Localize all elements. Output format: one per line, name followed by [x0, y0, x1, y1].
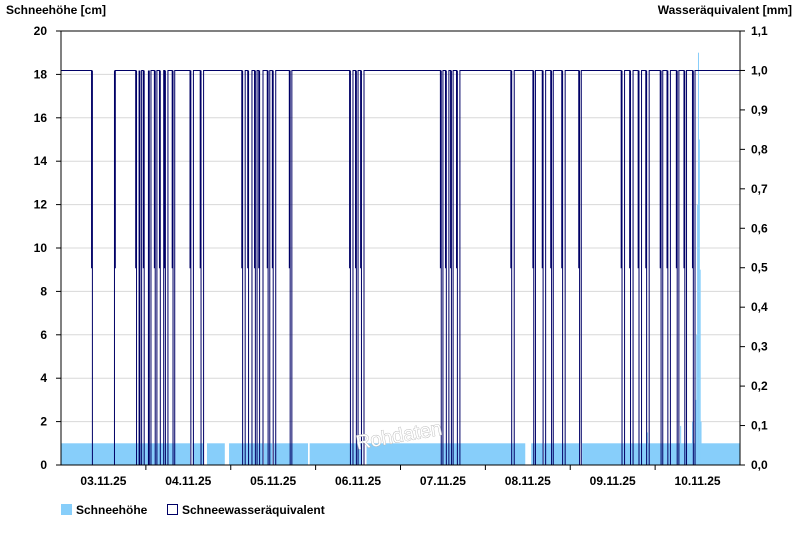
snow-depth-area [531, 443, 544, 465]
right-tick-label: 1,0 [751, 63, 768, 77]
right-tick-label: 0,4 [751, 300, 768, 314]
snow-depth-peak [695, 399, 697, 465]
x-tick-label: 09.11.25 [590, 474, 636, 488]
left-tick-label: 6 [40, 328, 47, 342]
left-tick-label: 14 [34, 154, 48, 168]
snow-depth-area [309, 443, 363, 465]
snow-depth-peak [700, 421, 702, 465]
left-axis-title: Schneehöhe [cm] [6, 3, 106, 17]
plot-area: Rohdaten [60, 30, 741, 466]
snow-depth-peak [699, 269, 701, 465]
snow-depth-peak [647, 432, 649, 465]
snow-depth-peak [697, 52, 699, 465]
left-tick-label: 8 [40, 284, 47, 298]
right-y-axis: 0,0 0,1 0,2 0,3 0,4 0,5 0,6 0,7 0,8 0,9 1,0 1,1 [740, 24, 768, 472]
legend-item-snow-depth: Schneehöhe [61, 503, 148, 517]
left-tick-label: 12 [34, 198, 48, 212]
legend-label-swe: Schneewasseräquivalent [182, 503, 325, 517]
right-tick-label: 0,1 [751, 419, 768, 433]
left-tick-label: 20 [34, 24, 48, 38]
legend-label-snow-depth: Schneehöhe [76, 503, 148, 517]
right-tick-label: 0,2 [751, 379, 768, 393]
x-tick-label: 04.11.25 [165, 474, 211, 488]
snow-depth-peak [685, 451, 687, 465]
x-tick-label: 08.11.25 [505, 474, 551, 488]
x-tick-label: 05.11.25 [250, 474, 296, 488]
right-tick-label: 0,9 [751, 103, 768, 117]
right-tick-label: 0,6 [751, 221, 768, 235]
right-tick-label: 0,8 [751, 142, 768, 156]
x-tick-label: 03.11.25 [80, 474, 126, 488]
snow-depth-peak [680, 425, 682, 465]
snow-depth-peak [698, 139, 700, 465]
snow-depth-peak [696, 334, 698, 465]
legend-item-swe: Schneewasseräquivalent [167, 503, 325, 517]
right-tick-label: 0,7 [751, 182, 768, 196]
left-tick-label: 4 [40, 371, 47, 385]
left-tick-label: 2 [40, 415, 47, 429]
right-tick-label: 0,0 [751, 458, 768, 472]
snow-depth-area [543, 443, 580, 465]
left-tick-label: 10 [34, 241, 48, 255]
snow-depth-peak [691, 443, 693, 465]
legend-swatch-snow-depth [61, 504, 72, 515]
left-tick-label: 16 [34, 111, 48, 125]
snow-depth-area [274, 443, 308, 465]
left-tick-label: 0 [40, 458, 47, 472]
right-tick-label: 0,5 [751, 261, 768, 275]
snow-depth-area [206, 443, 225, 465]
x-tick-label: 06.11.25 [335, 474, 381, 488]
snow-depth-area [192, 443, 204, 465]
snow-depth-peak [697, 204, 699, 465]
right-tick-label: 0,3 [751, 340, 768, 354]
x-tick-label: 07.11.25 [420, 474, 466, 488]
x-tick-label: 10.11.25 [675, 474, 721, 488]
swe-step-line [61, 69, 740, 466]
legend-swatch-swe [167, 504, 178, 515]
snow-depth-area [229, 443, 264, 465]
left-y-axis: 0 2 4 6 8 10 12 14 16 18 20 [34, 24, 61, 472]
swe-series [61, 69, 740, 466]
legend: Schneehöhe Schneewasseräquivalent [61, 503, 325, 517]
right-tick-label: 1,1 [751, 24, 768, 38]
snow-depth-peak [692, 421, 694, 465]
left-tick-label: 18 [34, 67, 48, 81]
snow-depth-area [61, 443, 191, 465]
x-axis: 03.11.25 04.11.25 05.11.25 06.11.25 07.11.25… [80, 465, 721, 488]
right-axis-title: Wasseräquivalent [mm] [658, 3, 792, 17]
